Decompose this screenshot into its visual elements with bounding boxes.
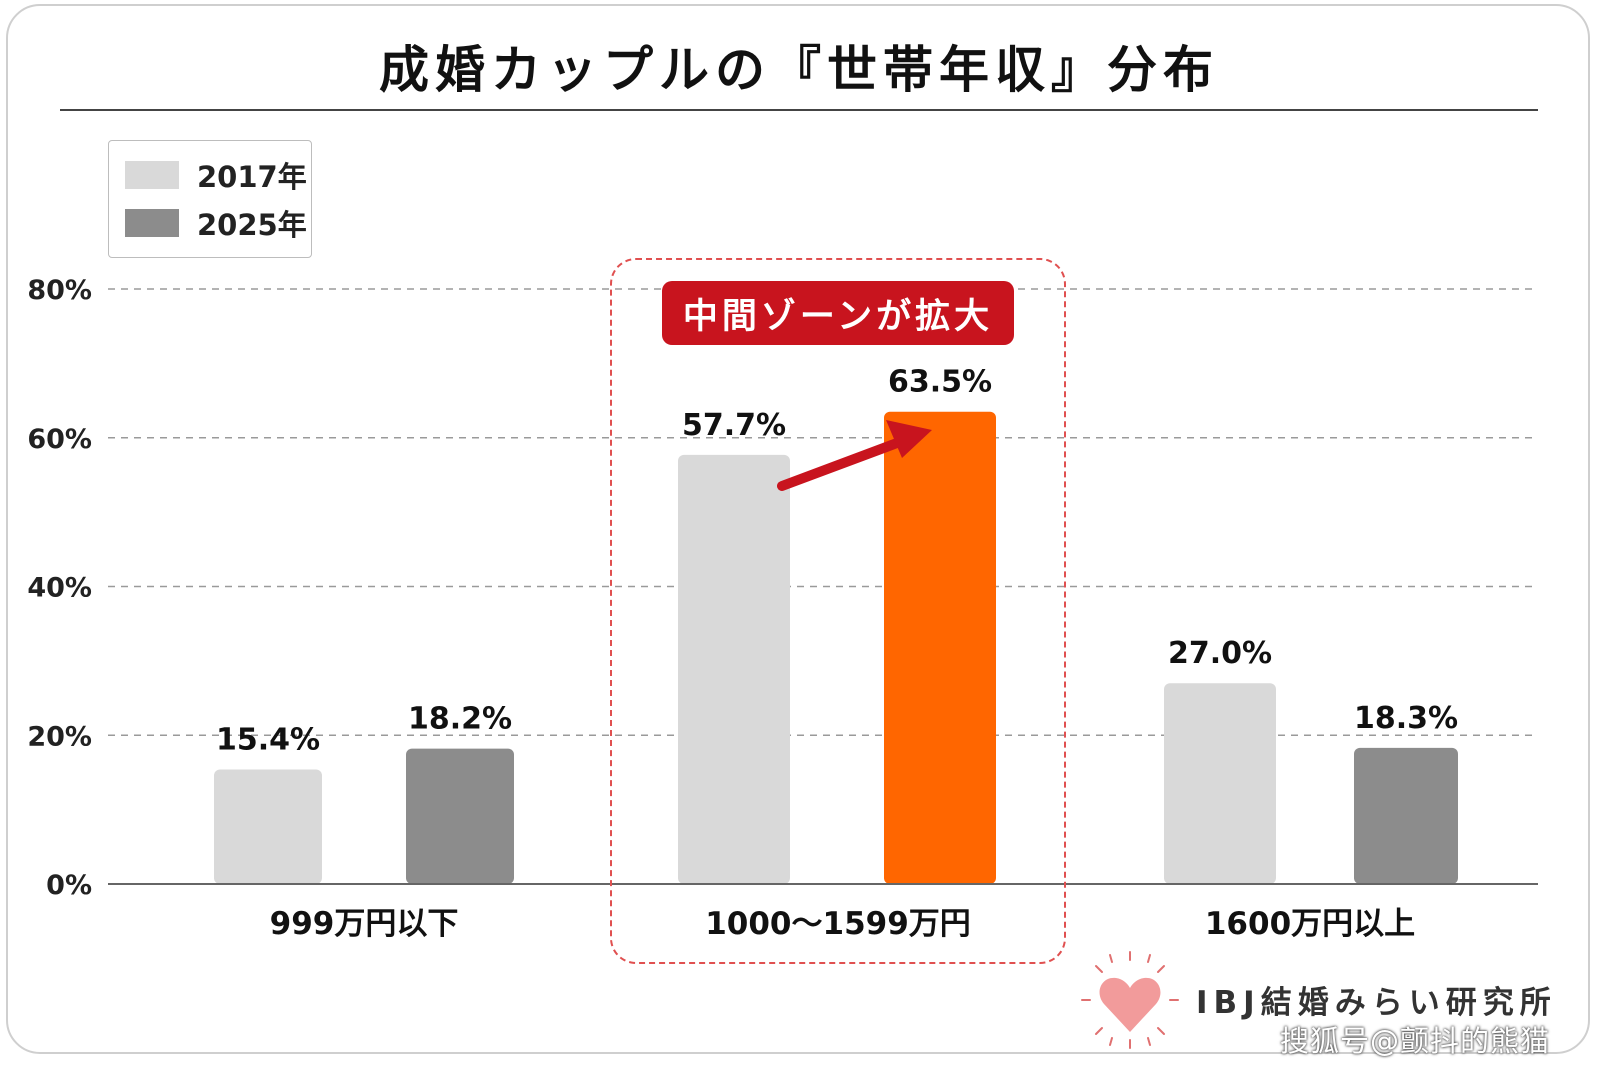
bar-2-0 [1164,683,1276,884]
value-label: 63.5% [888,365,992,400]
value-labels: 15.4% 18.2% 57.7% 63.5% 27.0% 18.3% [216,365,1458,758]
y-tick-label: 40% [27,573,92,604]
x-category-label: 999万円以下 [270,906,459,942]
bar-1-0 [678,454,790,884]
value-label: 18.3% [1354,701,1458,736]
legend-label-2017: 2017年 [197,160,307,194]
x-category-label: 1000～1599万円 [705,906,971,942]
heart-logo-icon [1081,951,1179,1049]
y-tick-label: 80% [27,275,92,306]
bars [214,411,1458,884]
y-tick-label: 60% [27,424,92,455]
trend-arrow [777,420,932,491]
bar-1-1 [884,411,996,884]
legend-swatch-2025 [125,209,179,237]
bar-0-0 [214,769,322,884]
bar-2-1 [1354,747,1458,884]
y-axis-ticks: 0% 20% 40% 60% 80% [27,275,92,901]
legend-item-2017: 2017年 [125,155,307,195]
bar-0-1 [406,748,514,884]
highlight-zone [610,258,1066,964]
trend-arrow-shaft [777,435,910,491]
legend-label-2025: 2025年 [197,208,307,242]
title-divider [60,109,1538,111]
y-tick-label: 20% [27,721,92,752]
y-tick-label: 0% [46,870,92,901]
value-label: 27.0% [1168,636,1272,671]
watermark: 搜狐号@颤抖的熊猫 [1280,1024,1551,1058]
legend-item-2025: 2025年 [125,203,307,243]
value-label: 15.4% [216,722,320,757]
legend: 2017年 2025年 [108,140,312,258]
x-axis-categories: 999万円以下 1000～1599万円 1600万円以上 [270,906,1416,942]
chart-title: 成婚カップルの『世帯年収』分布 [379,41,1219,99]
trend-arrow-head [886,420,932,458]
legend-swatch-2017 [125,161,179,189]
annotation-badge: 中間ゾーンが拡大 [662,281,1014,345]
value-label: 18.2% [408,702,512,737]
organization-name: IBJ結婚みらい研究所 [1196,985,1557,1021]
value-label: 57.7% [682,408,786,443]
x-category-label: 1600万円以上 [1205,906,1415,942]
